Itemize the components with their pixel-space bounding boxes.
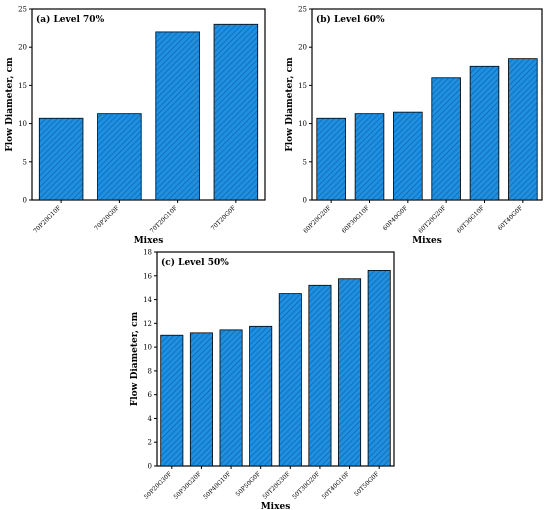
panel-c-xtick-label: 50P40G10F: [202, 470, 232, 500]
panel-b-xtick-label: 60P30G10F: [341, 204, 371, 234]
panel-b-ytick-label: 25: [298, 6, 307, 14]
panel-a-ytick-label: 10: [18, 120, 27, 128]
panel-c-xlabel: Mixes: [261, 502, 291, 510]
panel-a-ylabel: Flow Diameter, cm: [5, 57, 15, 152]
panel-b-chart: 0 5 10 15 20 25 60P20G20F 60P30G10F 60P40G0F 60T2…: [285, 6, 543, 246]
panel-b-bar-60T30G10F: [469, 65, 500, 201]
panel-b-bar-60T20G20F: [431, 77, 461, 201]
panel-a-xtick-label: 70T20G10F: [149, 204, 179, 234]
panel-a-bar-70P20G10F: [38, 117, 84, 201]
panel-c-bar-50T20G30F: [278, 293, 302, 467]
panel-a-xtick-label: 70T20G0F: [210, 204, 238, 232]
panel-c-ytick-label: 4: [148, 415, 153, 423]
panel-c-ytick-label: 8: [148, 367, 152, 375]
panel-b-bar-60P30G10F: [354, 113, 385, 201]
panel-b-xtick-label: 60P20G20F: [302, 204, 332, 234]
panel-c-ytick-label: 16: [143, 272, 152, 280]
panel-c-bar-50T50G0F: [367, 270, 391, 467]
panel-c-ytick-label: 10: [143, 344, 152, 352]
panel-a-ytick-label: 20: [18, 44, 27, 52]
panel-b-xtick-label: 60P40G0F: [382, 204, 410, 232]
panel-a-title: (a) Level 70%: [36, 14, 105, 25]
panel-c-xtick-label: 50T20G30F: [261, 470, 291, 500]
panel-b-ylabel: Flow Diameter, cm: [285, 57, 295, 152]
panel-b-bar-60P40G0F: [393, 111, 423, 201]
panel-c-ytick-label: 14: [143, 296, 152, 304]
panel-a-bar-70T20G0F: [213, 23, 259, 201]
panel-b-plot-frame: [311, 8, 543, 201]
panel-a-ytick-label: 25: [18, 6, 27, 14]
panel-c-ytick-label: 2: [148, 439, 152, 447]
panel-c-title: (c) Level 50%: [161, 257, 229, 268]
panel-b-ytick-label: 20: [298, 44, 307, 52]
panel-c-xtick-label: 50T50G0F: [353, 470, 381, 498]
panel-b-xtick-label: 60T40G0F: [497, 204, 525, 232]
panel-c-ylabel: Flow Diameter, cm: [130, 311, 140, 406]
panel-a-ytick-label: 0: [23, 197, 27, 205]
panel-c-bar-50P30G20F: [189, 332, 213, 467]
panel-b-ytick-label: 5: [303, 158, 307, 166]
panel-b-ytick-label: 0: [303, 197, 307, 205]
panel-c-xtick-label: 50T30G20F: [291, 470, 321, 500]
panel-a-xtick-label: 70P20G0F: [93, 204, 121, 232]
panel-c-xtick-label: 50T40G10F: [321, 470, 351, 500]
panel-b-xtick-label: 60T20G20F: [417, 204, 447, 234]
panel-b-bar-60T40G0F: [508, 58, 538, 201]
panel-c-bar-50P20G30F: [160, 334, 184, 467]
panel-c-bar-50T40G10F: [338, 278, 362, 467]
panel-a-ytick-label: 5: [23, 158, 27, 166]
panel-c-bar-50T30G20F: [308, 284, 332, 467]
panel-c-xtick-label: 50P30G20F: [173, 470, 203, 500]
panel-a-xtick-label: 70P20G10F: [32, 204, 62, 234]
panel-b-bar-60P20G20F: [316, 117, 346, 201]
panel-a-chart: 0 5 10 15 20 25 70P20G10F 70P20G0F 70T20G10F 70T2…: [5, 6, 266, 246]
panel-a-bar-70T20G10F: [155, 31, 200, 201]
panel-a-plot-frame: [31, 8, 266, 201]
panel-c-ytick-label: 6: [148, 391, 153, 399]
panel-b-xlabel: Mixes: [412, 236, 442, 246]
panel-c-ytick-label: 12: [143, 320, 152, 328]
panel-b-xtick-label: 60T30G10F: [456, 204, 486, 234]
panel-c-plot-frame: [156, 251, 395, 467]
panel-a-bar-70P20G0F: [97, 113, 142, 201]
panel-c-bar-50P50G0F: [249, 325, 273, 467]
panel-c-bar-50P40G10F: [219, 329, 243, 467]
panel-c-xtick-label: 50P20G30F: [143, 470, 173, 500]
panel-a-ytick-label: 15: [18, 82, 27, 90]
panel-b-ytick-label: 15: [298, 82, 307, 90]
panel-b-ytick-label: 10: [298, 120, 307, 128]
panel-c-xtick-label: 50P50G0F: [234, 470, 262, 498]
panel-b-title: (b) Level 60%: [316, 14, 385, 25]
panel-c-chart: 0 2 4 6 8 10 12 14 16 18 50P20G30F 50P30G20F 50P40G1…: [130, 249, 395, 510]
panel-a-xlabel: Mixes: [134, 236, 164, 246]
panel-c-ytick-label: 18: [143, 249, 152, 257]
panel-c-ytick-label: 0: [148, 463, 152, 471]
